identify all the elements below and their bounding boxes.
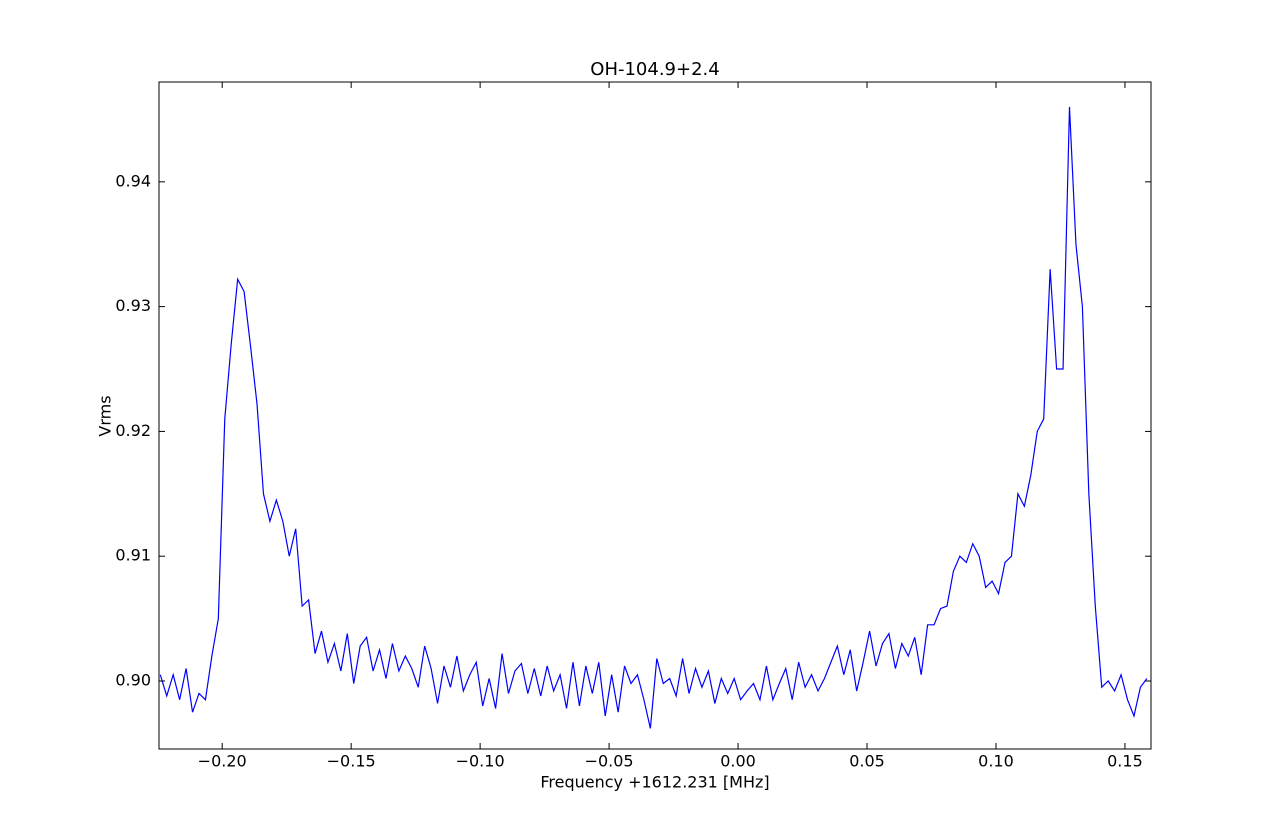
y-axis-label: Vrms [96,395,115,436]
x-tick-label: 0.00 [720,752,756,771]
x-tick-label: 0.15 [1107,752,1143,771]
x-axis-label: Frequency +1612.231 [MHz] [540,773,769,792]
x-tick-label: −0.05 [585,752,634,771]
y-tick-label: 0.93 [115,296,151,315]
x-tick-label: −0.10 [456,752,505,771]
y-tick-label: 0.90 [115,670,151,689]
y-tick-label: 0.91 [115,546,151,565]
x-tick-label: 0.05 [849,752,885,771]
x-tick-label: −0.15 [327,752,376,771]
x-tick-label: −0.20 [198,752,247,771]
y-tick-label: 0.94 [115,171,151,190]
y-tick-label: 0.92 [115,421,151,440]
x-tick-label: 0.10 [978,752,1014,771]
data-line [159,106,1148,729]
chart-title: OH-104.9+2.4 [590,59,719,80]
plot-frame [158,81,1152,750]
